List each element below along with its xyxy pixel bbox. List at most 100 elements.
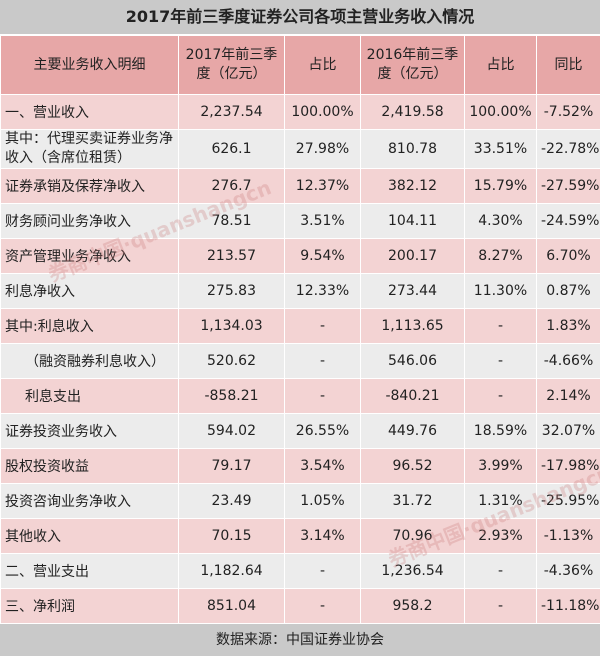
row-item-name: 一、营业收入	[0, 94, 179, 130]
row-yoy: -17.98%	[536, 448, 600, 484]
row-item-name: 其中：代理买卖证券业务净收入（含席位租赁）	[0, 129, 179, 169]
row-yoy: -25.95%	[536, 483, 600, 519]
table-title: 2017年前三季度证券公司各项主营业务收入情况	[0, 0, 600, 35]
row-2016-value: 273.44	[360, 273, 465, 309]
row-yoy: -1.13%	[536, 518, 600, 554]
row-yoy: -7.52%	[536, 94, 600, 130]
row-2016-value: 104.11	[360, 203, 465, 239]
row-2017-value: 23.49	[178, 483, 285, 519]
row-2016-value: 1,236.54	[360, 553, 465, 589]
table-row: 利息支出 -858.21- -840.21-2.14%	[0, 378, 600, 414]
row-2017-share: -	[284, 343, 361, 379]
row-2017-share: 9.54%	[284, 238, 361, 274]
table-row: 财务顾问业务净收入 78.51 3.51% 104.11 4.30% -24.59%	[0, 203, 600, 239]
row-2016-value: 449.76	[360, 413, 465, 449]
row-2017-share: 12.37%	[284, 168, 361, 204]
row-item-name: 资产管理业务净收入	[0, 238, 179, 274]
row-2016-value: 1,113.65	[360, 308, 465, 344]
row-2016-share: 2.93%	[464, 518, 537, 554]
row-2017-value: 276.7	[178, 168, 285, 204]
row-2017-share: -	[284, 378, 361, 414]
row-2017-value: 2,237.54	[178, 94, 285, 130]
row-2017-value: 213.57	[178, 238, 285, 274]
row-2017-share: 27.98%	[284, 129, 361, 169]
row-yoy: -24.59%	[536, 203, 600, 239]
table-row: 三、净利润 851.04-958.2- -11.18%	[0, 588, 600, 624]
row-yoy: -11.18%	[536, 588, 600, 624]
row-yoy: -22.78%	[536, 129, 600, 169]
revenue-table: 主要业务收入明细 2017年前三季度（亿元） 占比 2016年前三季度（亿元） …	[0, 35, 600, 624]
row-item-name: 二、营业支出	[0, 553, 179, 589]
table-row: 证券承销及保荐净收入 276.7 12.37% 382.12 15.79% -27.59%	[0, 168, 600, 204]
row-item-name: 证券投资业务收入	[0, 413, 179, 449]
row-2016-share: 18.59%	[464, 413, 537, 449]
row-2016-share: -	[464, 378, 537, 414]
row-2017-share: 3.54%	[284, 448, 361, 484]
header-row: 主要业务收入明细 2017年前三季度（亿元） 占比 2016年前三季度（亿元） …	[0, 35, 600, 95]
row-2017-share: 1.05%	[284, 483, 361, 519]
row-yoy: -4.66%	[536, 343, 600, 379]
table-row: 其中：代理买卖证券业务净收入（含席位租赁） 626.1 27.98% 810.78 33…	[0, 129, 600, 169]
row-2016-share: 1.31%	[464, 483, 537, 519]
row-2017-value: 275.83	[178, 273, 285, 309]
table-row: 资产管理业务净收入 213.57 9.54% 200.17 8.27% 6.70%	[0, 238, 600, 274]
row-2016-share: 33.51%	[464, 129, 537, 169]
row-yoy: 2.14%	[536, 378, 600, 414]
row-2017-value: 520.62	[178, 343, 285, 379]
row-2017-value: 78.51	[178, 203, 285, 239]
row-2016-share: 4.30%	[464, 203, 537, 239]
table-row: 其他收入 70.15 3.14% 70.96 2.93% -1.13%	[0, 518, 600, 554]
row-yoy: -27.59%	[536, 168, 600, 204]
row-2017-share: -	[284, 308, 361, 344]
row-2016-value: 96.52	[360, 448, 465, 484]
header-2016-value: 2016年前三季度（亿元）	[360, 35, 465, 95]
row-item-name: 三、净利润	[0, 588, 179, 624]
header-2017-value: 2017年前三季度（亿元）	[178, 35, 285, 95]
table-row: 投资咨询业务净收入 23.49 1.05% 31.72 1.31% -25.95%	[0, 483, 600, 519]
table-row: 其中:利息收入 1,134.03-1,113.65-1.83%	[0, 308, 600, 344]
row-2017-value: 851.04	[178, 588, 285, 624]
row-item-name: 财务顾问业务净收入	[0, 203, 179, 239]
row-2016-share: -	[464, 588, 537, 624]
table-row: 证券投资业务收入 594.02 26.55% 449.76 18.59% 32.07%	[0, 413, 600, 449]
row-2016-value: -840.21	[360, 378, 465, 414]
row-2017-value: 626.1	[178, 129, 285, 169]
row-2017-value: -858.21	[178, 378, 285, 414]
row-2016-value: 546.06	[360, 343, 465, 379]
row-2017-share: 3.51%	[284, 203, 361, 239]
row-2017-value: 70.15	[178, 518, 285, 554]
row-yoy: -4.36%	[536, 553, 600, 589]
row-2016-share: 8.27%	[464, 238, 537, 274]
row-2016-value: 810.78	[360, 129, 465, 169]
row-2016-value: 31.72	[360, 483, 465, 519]
row-yoy: 6.70%	[536, 238, 600, 274]
row-2016-value: 958.2	[360, 588, 465, 624]
row-item-name: 利息支出	[0, 378, 179, 414]
row-2017-share: -	[284, 588, 361, 624]
row-2016-value: 200.17	[360, 238, 465, 274]
row-2017-value: 1,182.64	[178, 553, 285, 589]
table-row: 二、营业支出 1,182.64-1,236.54- -4.36%	[0, 553, 600, 589]
row-2016-share: -	[464, 308, 537, 344]
row-2017-value: 594.02	[178, 413, 285, 449]
row-2017-share: 12.33%	[284, 273, 361, 309]
source-note: 数据来源：中国证券业协会	[0, 624, 600, 656]
row-item-name: 投资咨询业务净收入	[0, 483, 179, 519]
table-row: （融资融券利息收入） 520.62-546.06- -4.66%	[0, 343, 600, 379]
row-2017-share: -	[284, 553, 361, 589]
row-yoy: 32.07%	[536, 413, 600, 449]
row-yoy: 0.87%	[536, 273, 600, 309]
row-yoy: 1.83%	[536, 308, 600, 344]
header-item: 主要业务收入明细	[0, 35, 179, 95]
header-2017-share: 占比	[284, 35, 361, 95]
row-2017-share: 26.55%	[284, 413, 361, 449]
row-item-name: 利息净收入	[0, 273, 179, 309]
row-2017-share: 3.14%	[284, 518, 361, 554]
row-2016-share: -	[464, 553, 537, 589]
row-2016-share: 11.30%	[464, 273, 537, 309]
row-item-name: 其他收入	[0, 518, 179, 554]
row-item-name: 证券承销及保荐净收入	[0, 168, 179, 204]
row-2016-share: 3.99%	[464, 448, 537, 484]
row-2016-value: 382.12	[360, 168, 465, 204]
